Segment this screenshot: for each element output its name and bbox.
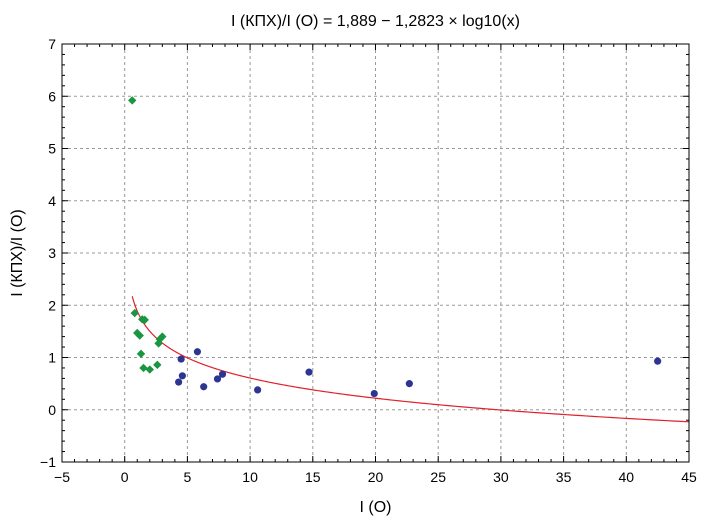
y-tick-label: −1	[40, 454, 56, 470]
y-axis-title: I (КПХ)/I (O)	[9, 209, 26, 296]
x-tick-label: 10	[242, 469, 258, 485]
y-tick-label: 2	[48, 297, 56, 313]
y-tick-label: 3	[48, 245, 56, 261]
y-tick-label: 6	[48, 88, 56, 104]
x-tick-label: −5	[54, 469, 70, 485]
y-tick-label: 1	[48, 350, 56, 366]
axis-ticks	[61, 43, 690, 463]
green-diamond-point	[135, 331, 144, 340]
y-tick-labels: −1 0 1 2 3 4 5 6 7	[40, 36, 56, 470]
green-diamond-point	[136, 349, 146, 359]
x-tick-label: 30	[493, 469, 509, 485]
blue-circle-point	[175, 378, 183, 386]
blue-circle-point	[178, 372, 186, 380]
green-diamond-point	[153, 360, 162, 370]
blue-circle-point	[213, 375, 222, 383]
x-axis-title: I (O)	[360, 499, 392, 516]
x-tick-label: 0	[121, 469, 129, 485]
green-diamond-point	[128, 96, 137, 105]
blue-circle-point	[254, 386, 262, 394]
blue-circle-point	[370, 389, 378, 398]
green-diamond-point	[130, 308, 139, 318]
chart-title: I (КПХ)/I (O) = 1,889 − 1,2823 × log10(x…	[231, 13, 520, 30]
blue-circle-point	[654, 357, 662, 365]
blue-circle-point	[193, 348, 202, 356]
x-tick-label: 20	[368, 469, 384, 485]
blue-circle-point	[305, 368, 313, 376]
blue-circle-point	[218, 370, 227, 378]
y-tick-label: 5	[48, 141, 56, 157]
green-diamond-point	[140, 315, 149, 325]
y-tick-label: 0	[48, 402, 56, 418]
blue-circle-point	[177, 355, 185, 363]
green-diamond-point	[139, 363, 148, 373]
green-diamond-point	[155, 335, 165, 344]
x-tick-label: 45	[681, 469, 697, 485]
blue-circle-point	[200, 383, 208, 391]
fit-curve	[131, 296, 690, 423]
fit-curve-layer	[131, 296, 690, 423]
x-tick-label: 5	[184, 469, 192, 485]
x-tick-label: 25	[430, 469, 446, 485]
x-tick-label: 15	[305, 469, 321, 485]
x-tick-label: 35	[556, 469, 572, 485]
y-tick-label: 4	[48, 193, 56, 209]
x-tick-label: 40	[619, 469, 635, 485]
x-tick-labels: −5 0 5 10 15 20 25 30 35 40 45	[54, 469, 697, 485]
green-diamond-point	[145, 365, 154, 374]
data-points	[128, 96, 662, 398]
y-tick-label: 7	[48, 36, 56, 52]
blue-circle-point	[405, 380, 413, 388]
